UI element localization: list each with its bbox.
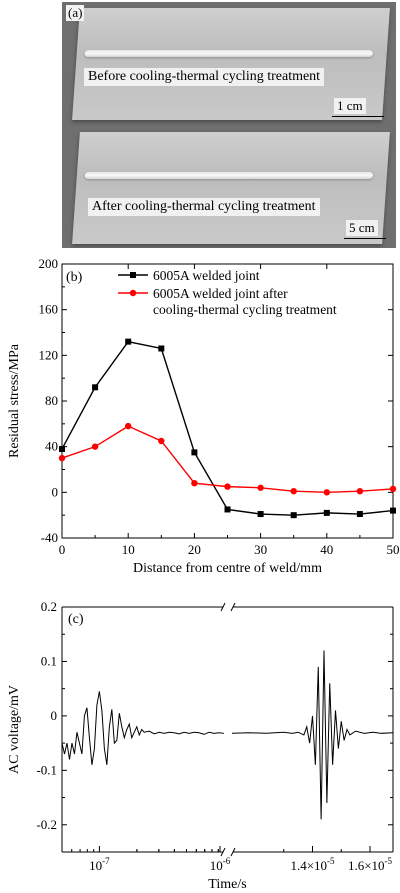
data-point <box>390 507 396 514</box>
data-point <box>224 506 231 513</box>
data-point <box>257 511 264 518</box>
legend-entry: 6005A welded joint after <box>153 286 288 301</box>
data-point <box>356 487 364 495</box>
legend-entry: 6005A welded joint <box>153 268 260 283</box>
y-tick-label: 0.2 <box>41 599 57 614</box>
panel-c-label: (c) <box>68 612 84 627</box>
x-axis-label: Time/s <box>208 877 246 892</box>
weld-seam <box>84 172 374 179</box>
after-caption: After cooling-thermal cycling treatment <box>88 198 320 216</box>
y-tick-label: 200 <box>39 256 59 271</box>
x-tick-label: 1.6×10-5 <box>348 856 393 873</box>
y-tick-label: 40 <box>45 439 58 454</box>
y-tick-label: 0 <box>51 708 58 723</box>
data-point <box>58 454 66 462</box>
data-point <box>191 480 198 487</box>
waveform-segment-1 <box>61 691 225 765</box>
y-axis-label: Residual stress/MPa <box>7 343 22 458</box>
data-point <box>323 509 330 516</box>
data-point <box>257 484 264 491</box>
y-tick-label: 160 <box>39 302 59 317</box>
data-point <box>91 443 99 450</box>
x-tick-label: 40 <box>320 542 333 557</box>
data-point <box>290 487 297 495</box>
y-tick-label: -0.1 <box>36 762 57 777</box>
data-point <box>125 338 132 345</box>
before-caption: Before cooling-thermal cycling treatment <box>84 68 325 86</box>
panel-a-label: (a) <box>66 5 85 21</box>
weld-seam <box>84 50 373 57</box>
welded-plate-after <box>72 132 390 244</box>
data-point <box>158 345 165 352</box>
axis-break-mark <box>220 847 226 857</box>
data-point <box>92 384 99 391</box>
data-point <box>59 445 65 452</box>
axis-break-mark <box>230 602 236 612</box>
legend-marker <box>130 272 136 278</box>
data-point <box>191 449 198 456</box>
y-tick-label: -0.2 <box>36 817 57 832</box>
data-point <box>323 489 330 496</box>
data-point <box>125 422 132 430</box>
top-scale-label: 1 cm <box>334 98 366 114</box>
y-tick-label: 120 <box>39 347 59 362</box>
x-tick-label: 10 <box>122 542 135 557</box>
x-tick-label: 10-7 <box>89 856 110 873</box>
axis-break-mark <box>220 602 226 612</box>
x-tick-label: 30 <box>254 542 267 557</box>
y-tick-label: -40 <box>41 530 58 545</box>
bottom-scale-label: 5 cm <box>346 220 378 236</box>
data-point <box>290 512 297 519</box>
x-tick-label: 20 <box>188 542 201 557</box>
panel-b-label: (b) <box>66 270 83 285</box>
waveform-segment-2 <box>231 650 394 820</box>
series-line-2 <box>61 425 394 494</box>
legend-marker <box>129 289 137 297</box>
x-axis-label: Distance from centre of weld/mm <box>133 561 322 576</box>
data-point <box>389 485 397 493</box>
data-point <box>356 511 363 518</box>
y-axis-label: AC voltage/mV <box>7 685 22 774</box>
y-tick-label: 0.1 <box>41 653 57 668</box>
x-tick-label: 1.4×10-5 <box>290 856 335 873</box>
data-point <box>224 483 231 490</box>
legend-entry: cooling-thermal cycling treatment <box>153 302 337 317</box>
ac-voltage-chart: -0.2-0.100.10.210-7 10-6 1.4×10-5 1.6×10-5 … <box>7 599 394 892</box>
x-tick-label: 0 <box>59 542 66 557</box>
x-tick-label: 10-6 <box>210 856 231 873</box>
axis-break-mark <box>230 847 236 857</box>
weld-photographs: (a) Before cooling-thermal cycling treat… <box>62 2 396 248</box>
bottom-scale-bar <box>344 238 386 239</box>
y-tick-label: 80 <box>45 393 58 408</box>
x-tick-label: 50 <box>387 542 400 557</box>
y-tick-label: 0 <box>52 484 59 499</box>
data-point <box>158 437 165 445</box>
top-scale-bar <box>332 116 384 117</box>
